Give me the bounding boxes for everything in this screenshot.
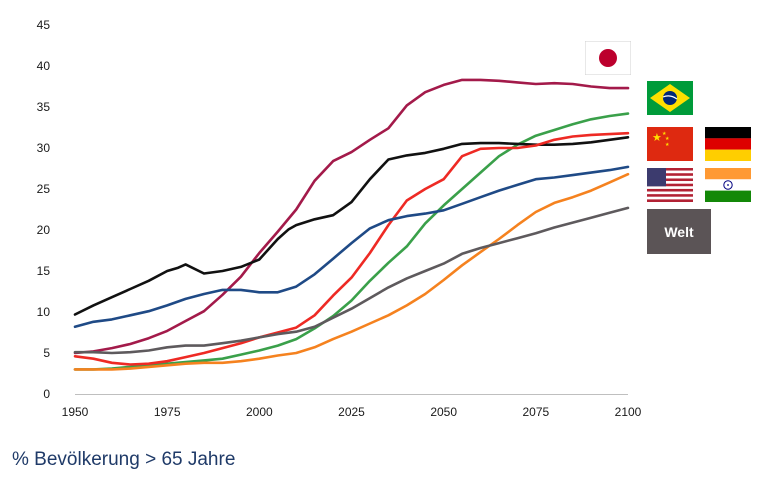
- series-line-5: [73, 172, 630, 371]
- china-flag-icon: ★ ★ ★ ★: [647, 127, 693, 161]
- y-tick-label: 40: [37, 59, 51, 73]
- x-tick-label: 1950: [62, 405, 89, 419]
- svg-text:★: ★: [665, 136, 670, 142]
- x-tick-label: 1975: [154, 405, 181, 419]
- usa-flag-icon: [647, 168, 693, 203]
- series-line-0: [73, 78, 630, 355]
- x-tick-label: 2000: [246, 405, 273, 419]
- y-tick-label: 0: [43, 387, 50, 401]
- x-axis-ticks: 1950 1975 2000 2025 2050 2075 2100: [62, 405, 642, 419]
- x-tick-label: 2025: [338, 405, 365, 419]
- y-tick-label: 30: [37, 141, 51, 155]
- chart-caption: % Bevölkerung > 65 Jahre: [12, 449, 236, 470]
- series-line-3: [73, 131, 630, 366]
- svg-text:★: ★: [662, 131, 667, 137]
- svg-text:★: ★: [652, 131, 662, 144]
- y-tick-label: 10: [37, 305, 51, 319]
- series-line-2: [73, 136, 630, 316]
- y-tick-label: 15: [37, 264, 51, 278]
- brazil-flag-icon: [647, 81, 693, 115]
- india-flag-icon: [705, 168, 751, 202]
- svg-text:★: ★: [665, 142, 670, 148]
- japan-flag-icon: [584, 40, 632, 76]
- y-tick-label: 5: [43, 346, 50, 360]
- y-tick-label: 35: [37, 100, 51, 114]
- series-line-1: [73, 112, 630, 371]
- y-axis-ticks: 0 5 10 15 20 25 30 35 40 45: [37, 18, 51, 401]
- welt-legend-box: Welt: [647, 209, 711, 254]
- series-line-4: [73, 165, 630, 329]
- x-tick-label: 2050: [430, 405, 457, 419]
- y-tick-label: 45: [37, 18, 51, 32]
- germany-flag-icon: [705, 127, 751, 161]
- y-tick-label: 25: [37, 182, 51, 196]
- series-line-6: [73, 206, 630, 355]
- x-tick-label: 2100: [615, 405, 642, 419]
- y-tick-label: 20: [37, 223, 51, 237]
- series-lines: [73, 78, 630, 371]
- x-tick-label: 2075: [522, 405, 549, 419]
- welt-label: Welt: [664, 223, 694, 240]
